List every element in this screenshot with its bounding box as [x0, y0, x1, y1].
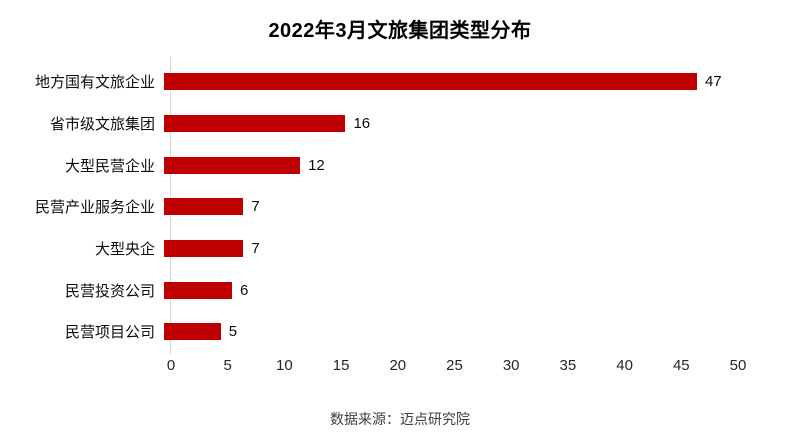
bar	[164, 240, 244, 258]
x-tick-label: 0	[166, 357, 176, 374]
bar-track: 7	[164, 240, 731, 258]
bar-row: 民营项目公司 5	[0, 311, 800, 353]
bar-track: 7	[164, 198, 731, 216]
x-tick-label: 5	[223, 357, 232, 374]
bar-row: 民营产业服务企业 7	[0, 186, 800, 228]
value-label: 47	[704, 73, 722, 91]
bar	[164, 323, 221, 341]
value-label: 7	[251, 240, 260, 258]
bar	[164, 281, 233, 299]
x-tick-label: 20	[389, 357, 407, 374]
bar-track: 16	[164, 115, 731, 133]
category-label: 大型民营企业	[64, 157, 155, 175]
category-label: 大型央企	[94, 241, 155, 259]
x-tick-label: 35	[559, 357, 577, 374]
category-label: 民营项目公司	[64, 324, 155, 342]
category-label: 民营产业服务企业	[34, 199, 155, 217]
x-tick-label: 10	[276, 357, 293, 374]
value-label: 16	[353, 115, 371, 133]
plot-area: 地方国有文旅企业 47 省市级文旅集团 16 大型民营企业 12 民营产业服务企业 7 大型央企…	[0, 61, 800, 353]
value-label: 6	[240, 281, 249, 299]
x-tick-label: 30	[502, 357, 520, 374]
bar	[164, 198, 244, 216]
x-tick-label: 25	[446, 357, 463, 374]
bar	[164, 73, 697, 91]
value-label: 5	[228, 323, 238, 341]
bar-row: 大型央企 7	[0, 228, 800, 270]
category-label: 省市级文旅集团	[49, 116, 155, 134]
bar-row: 省市级文旅集团 16	[0, 103, 800, 145]
bar-row: 大型民营企业 12	[0, 144, 800, 186]
bar-track: 6	[164, 281, 731, 299]
x-axis: 0 5 10 15 20 25 30 35 40 45 50	[167, 357, 747, 377]
bar	[164, 156, 301, 174]
data-source-note: 数据来源：迈点研究院	[330, 411, 470, 427]
bar-row: 民营投资公司 6	[0, 269, 800, 311]
x-tick-label: 15	[332, 357, 350, 374]
chart-title: 2022年3月文旅集团类型分布	[268, 20, 532, 42]
bar	[164, 115, 346, 133]
bar-row: 地方国有文旅企业 47	[0, 61, 800, 103]
value-label: 12	[308, 156, 325, 174]
x-tick-label: 40	[616, 357, 633, 374]
bar-track: 12	[164, 156, 731, 174]
bar-track: 47	[164, 73, 731, 91]
category-label: 地方国有文旅企业	[34, 74, 155, 92]
x-tick-label: 45	[672, 357, 690, 374]
value-label: 7	[251, 198, 260, 216]
x-tick-label: 50	[729, 357, 747, 374]
bar-track: 5	[164, 323, 731, 341]
category-label: 民营投资公司	[64, 282, 155, 300]
